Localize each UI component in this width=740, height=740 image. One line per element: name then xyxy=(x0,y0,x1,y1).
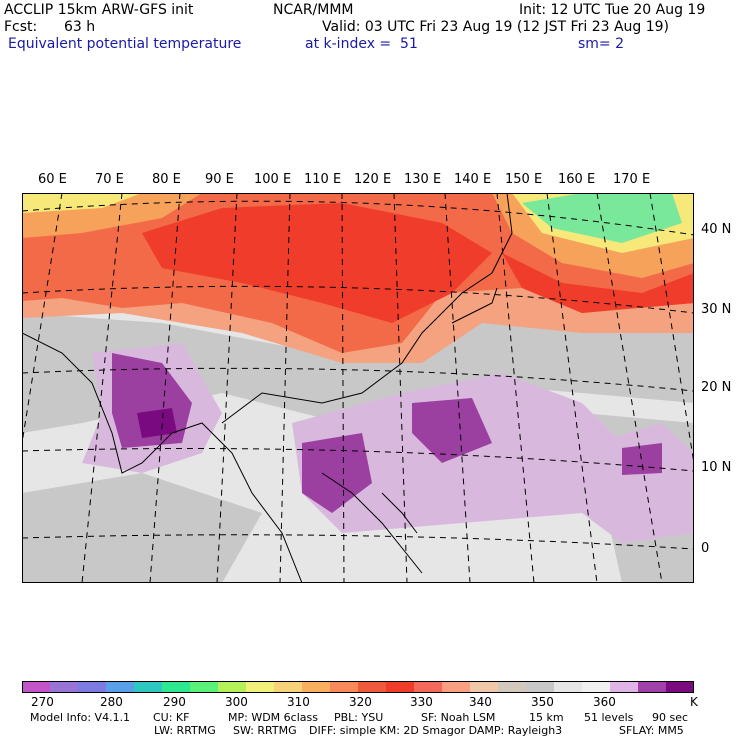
meridian xyxy=(22,193,63,444)
colorbar-swatch xyxy=(442,681,471,693)
model-title: ACCLIP 15km ARW-GFS init xyxy=(4,2,194,18)
level-index: at k-index = 51 xyxy=(305,36,418,52)
colorbar-swatch xyxy=(554,681,583,693)
lon-label: 120 E xyxy=(354,172,392,187)
footer-diff: DIFF: simple KM: 2D Smagor DAMP: Rayleig… xyxy=(309,724,563,737)
field-name: Equivalent potential temperature xyxy=(8,36,242,52)
colorbar-swatch xyxy=(666,681,694,693)
colorbar-swatch xyxy=(330,681,359,693)
colorbar-label: 360 xyxy=(593,695,616,709)
footer-cu: CU: KF xyxy=(153,711,190,724)
colorbar-swatch xyxy=(526,681,555,693)
colorbar-swatch xyxy=(218,681,247,693)
colorbar-swatch xyxy=(638,681,667,693)
lon-label: 90 E xyxy=(205,172,234,187)
colorbar-swatch xyxy=(414,681,443,693)
colorbar-swatch xyxy=(106,681,135,693)
parallel-20n xyxy=(22,367,694,392)
parallel-30n xyxy=(22,285,694,314)
lat-label: 30 N xyxy=(701,302,732,317)
colorbar-label: 320 xyxy=(349,695,372,709)
lat-label: 20 N xyxy=(701,380,732,395)
footer-lw: LW: RRTMG xyxy=(154,724,216,737)
footer-timestep: 90 sec xyxy=(652,711,689,724)
meridian xyxy=(649,193,694,464)
colorbar-swatch xyxy=(246,681,275,693)
colorbar-swatch xyxy=(22,681,51,693)
colorbar-swatch xyxy=(134,681,163,693)
colorbar-swatch xyxy=(470,681,499,693)
lon-label: 110 E xyxy=(304,172,342,187)
colorbar-swatch xyxy=(162,681,191,693)
green-ne xyxy=(522,193,682,243)
yellow-north xyxy=(22,193,142,213)
coastline xyxy=(22,193,513,583)
smoothing-label: sm= 2 xyxy=(578,36,625,52)
map-frame xyxy=(22,193,694,583)
lat-label: 10 N xyxy=(701,460,732,475)
colorbar xyxy=(22,681,694,693)
purple-dark-core xyxy=(137,408,177,438)
red-core xyxy=(142,203,492,323)
lat-label: 40 N xyxy=(701,222,732,237)
purple-central xyxy=(302,433,372,513)
lon-label: 70 E xyxy=(95,172,124,187)
colorbar-frame xyxy=(22,681,694,693)
colorbar-label: 300 xyxy=(225,695,248,709)
colorbar-label: 310 xyxy=(287,695,310,709)
colorbar-swatch xyxy=(274,681,303,693)
colorbar-swatch xyxy=(50,681,79,693)
lon-label: 60 E xyxy=(38,172,67,187)
graticule xyxy=(22,193,694,583)
lon-label: 80 E xyxy=(152,172,181,187)
colorbar-unit: K xyxy=(690,695,698,709)
colorbar-label: 340 xyxy=(469,695,492,709)
parallel-10n xyxy=(22,448,694,472)
purple-far-east xyxy=(622,443,662,475)
footer-model: Model Info: V4.1.1 xyxy=(30,711,131,724)
org-label: NCAR/MMM xyxy=(273,2,354,18)
colorbar-swatch xyxy=(610,681,639,693)
footer-sw: SW: RRTMG xyxy=(233,724,297,737)
colorbar-label: 270 xyxy=(31,695,54,709)
lon-label: 160 E xyxy=(558,172,596,187)
colorbar-swatch xyxy=(386,681,415,693)
red-core-east xyxy=(502,253,694,313)
colorbar-swatch xyxy=(498,681,527,693)
lon-label: 140 E xyxy=(454,172,492,187)
lon-label: 150 E xyxy=(505,172,543,187)
footer-sflay: SFLAY: MM5 xyxy=(619,724,684,737)
footer-resolution: 15 km xyxy=(529,711,564,724)
colorbar-label: 350 xyxy=(531,695,554,709)
lon-label: 130 E xyxy=(404,172,442,187)
purple-east xyxy=(412,398,492,463)
forecast-label: Fcst: xyxy=(4,19,38,35)
colorbar-swatch xyxy=(78,681,107,693)
init-time: Init: 12 UTC Tue 20 Aug 19 xyxy=(519,2,706,18)
lon-label: 100 E xyxy=(254,172,292,187)
footer-sf: SF: Noah LSM xyxy=(421,711,496,724)
forecast-hour: 63 h xyxy=(64,19,96,35)
footer-pbl: PBL: YSU xyxy=(334,711,384,724)
colorbar-label: 330 xyxy=(410,695,433,709)
lat-label: 0 xyxy=(701,541,710,556)
colorbar-swatch xyxy=(302,681,331,693)
footer-mp: MP: WDM 6class xyxy=(228,711,318,724)
parallel-0 xyxy=(22,534,694,550)
valid-time: Valid: 03 UTC Fri 23 Aug 19 (12 JST Fri … xyxy=(322,19,670,35)
gray-south xyxy=(22,473,262,583)
colorbar-label: 290 xyxy=(163,695,186,709)
colorbar-label: 280 xyxy=(100,695,123,709)
theta-e-map xyxy=(22,193,694,583)
footer-levels: 51 levels xyxy=(584,711,634,724)
lon-label: 170 E xyxy=(613,172,651,187)
colorbar-swatch xyxy=(358,681,387,693)
colorbar-swatch xyxy=(190,681,219,693)
colorbar-swatch xyxy=(582,681,611,693)
